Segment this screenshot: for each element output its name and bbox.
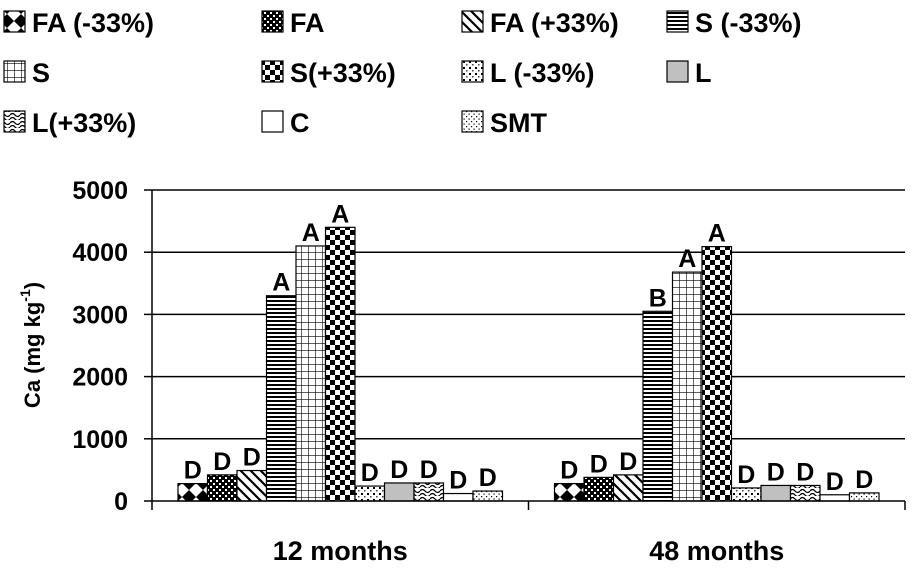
axes	[144, 189, 906, 510]
significance-letter: A	[708, 220, 726, 248]
legend-label: L(+33%)	[32, 108, 136, 138]
bar	[413, 482, 445, 502]
legend-label: S (-33%)	[695, 8, 802, 38]
y-tick-label: 2000	[72, 364, 128, 392]
significance-letter: D	[560, 457, 578, 485]
bar	[553, 482, 585, 502]
bar	[295, 245, 327, 502]
significance-letter: A	[678, 245, 696, 273]
legend-label: S	[32, 58, 50, 88]
legend-swatch	[261, 60, 284, 83]
significance-letter: D	[213, 448, 231, 476]
significance-letter: A	[272, 269, 290, 297]
legend-swatch	[3, 60, 26, 83]
legend-swatch	[3, 10, 26, 33]
legend-label: SMT	[490, 108, 548, 138]
legend-label: C	[290, 108, 310, 138]
legend-swatch	[666, 10, 689, 33]
legend-swatch	[666, 60, 689, 83]
legend-swatch	[3, 110, 26, 133]
legend-label: FA	[290, 8, 325, 38]
x-category-label: 12 months	[273, 536, 408, 566]
significance-letter: D	[767, 458, 785, 486]
y-axis-label-superscript: -1	[17, 289, 33, 302]
y-tick-labels: 0 1000 2000 3000 4000 5000	[72, 177, 128, 516]
legend-swatch	[261, 110, 284, 133]
legend-label: L	[695, 58, 712, 88]
legend-swatch	[461, 10, 484, 33]
gridlines	[152, 189, 905, 440]
y-axis-label: Ca (mg kg-1)	[17, 282, 45, 408]
bar	[383, 482, 415, 502]
bar	[177, 482, 209, 502]
significance-letter: D	[184, 457, 202, 485]
bar	[354, 485, 386, 502]
legend: FA (-33%) FA FA (+33%) S (-33%) S S(+33%) L (-…	[3, 8, 802, 138]
x-category-labels: 12 months 48 months	[273, 536, 785, 566]
legend-label: FA (-33%)	[32, 8, 154, 38]
bar	[848, 492, 880, 502]
bar	[642, 310, 674, 502]
bar	[324, 226, 356, 502]
bar	[760, 484, 792, 502]
bar	[583, 476, 615, 502]
significance-letter: D	[361, 459, 379, 487]
legend-label: L (-33%)	[490, 58, 595, 88]
bar	[265, 295, 297, 502]
significance-letter: D	[855, 466, 873, 494]
legend-label: S(+33%)	[290, 58, 396, 88]
bars	[177, 226, 880, 502]
y-tick-label: 5000	[72, 177, 128, 205]
significance-letter: D	[737, 461, 755, 489]
y-tick-label: 4000	[72, 239, 128, 267]
bar	[206, 474, 238, 502]
significance-letter: D	[420, 456, 438, 484]
significance-letter: D	[390, 456, 408, 484]
legend-label: FA (+33%)	[490, 8, 619, 38]
legend-swatch	[261, 10, 284, 33]
y-tick-label: 0	[114, 488, 128, 516]
bar	[730, 487, 762, 502]
legend-swatch	[461, 60, 484, 83]
significance-letter: D	[243, 444, 261, 472]
significance-letter: D	[479, 464, 497, 492]
significance-letter: D	[619, 448, 637, 476]
significance-letter: A	[331, 200, 349, 228]
bar	[671, 271, 703, 502]
y-axis-label-main: Ca (mg kg	[20, 302, 45, 408]
bar	[789, 484, 821, 502]
y-tick-label: 1000	[72, 426, 128, 454]
bar	[442, 492, 474, 502]
y-tick-label: 3000	[72, 301, 128, 329]
significance-letter: D	[590, 450, 608, 478]
bar	[612, 474, 644, 502]
legend-swatch	[461, 110, 484, 133]
bar	[472, 490, 504, 502]
significance-letter: B	[649, 284, 667, 312]
y-axis-label-close: )	[20, 282, 45, 289]
significance-letter: A	[302, 219, 320, 247]
x-category-label: 48 months	[649, 536, 784, 566]
significance-letter: D	[826, 468, 844, 496]
significance-letter: D	[796, 458, 814, 486]
bar	[701, 246, 733, 502]
bar	[236, 469, 268, 502]
significance-letter: D	[449, 467, 467, 495]
